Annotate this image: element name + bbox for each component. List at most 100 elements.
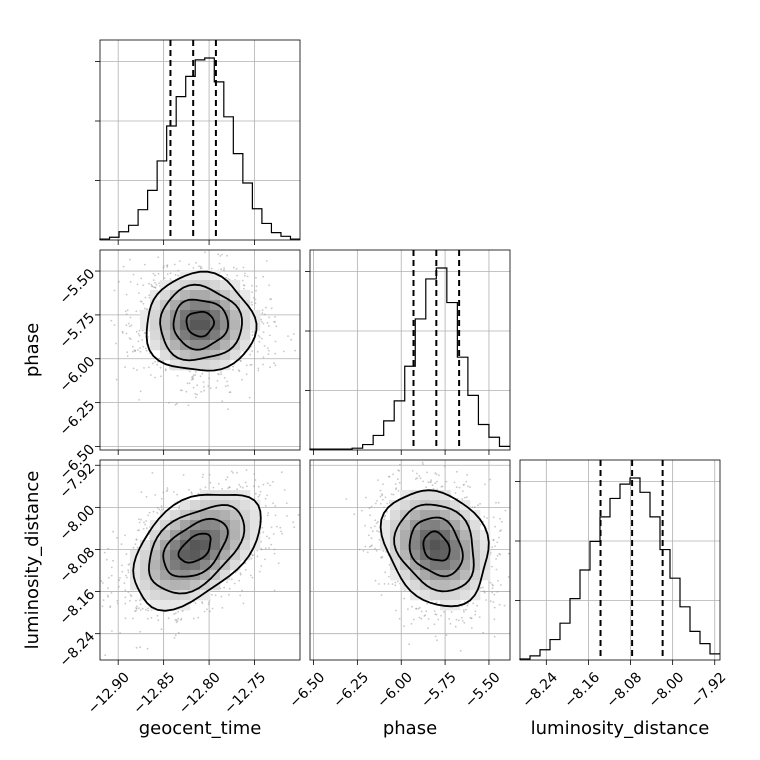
density-cell xyxy=(390,520,401,531)
density-cell xyxy=(170,510,181,521)
scatter-point xyxy=(264,497,267,500)
scatter-point xyxy=(269,484,271,487)
scatter-point xyxy=(227,487,230,489)
scatter-point xyxy=(179,389,182,392)
density-cell xyxy=(470,540,481,551)
scatter-point xyxy=(226,274,229,276)
scatter-point xyxy=(192,377,194,380)
scatter-point xyxy=(416,477,418,480)
scatter-point xyxy=(136,605,139,608)
density-cell xyxy=(180,550,191,561)
density-cell xyxy=(240,520,251,531)
density-cell xyxy=(220,540,231,551)
scatter-point xyxy=(158,282,161,284)
scatter-point xyxy=(144,347,147,350)
scatter-point xyxy=(137,333,140,335)
density-cell xyxy=(190,360,201,371)
density-cell xyxy=(250,310,261,321)
x-axis-label: luminosity_distance xyxy=(531,718,710,739)
scatter-point xyxy=(102,582,104,584)
scatter-point xyxy=(150,616,153,619)
scatter-point xyxy=(463,483,465,486)
density-cell xyxy=(180,520,191,531)
scatter-point xyxy=(251,554,254,557)
scatter-point xyxy=(151,285,154,288)
scatter-point xyxy=(132,617,134,620)
y-tick-label: −6.25 xyxy=(57,398,99,440)
scatter-point xyxy=(225,478,227,481)
scatter-point xyxy=(203,385,205,388)
scatter-point xyxy=(479,502,481,505)
scatter-point xyxy=(139,350,142,353)
scatter-point xyxy=(123,582,126,585)
scatter-point xyxy=(121,330,124,333)
scatter-point xyxy=(486,517,488,519)
density-cell xyxy=(210,330,221,341)
density-cell xyxy=(380,530,391,541)
scatter-point xyxy=(504,509,507,512)
density-cell xyxy=(140,540,151,551)
scatter-point xyxy=(132,273,135,276)
scatter-point xyxy=(489,478,492,481)
density-cell xyxy=(210,530,221,541)
scatter-point xyxy=(248,396,251,399)
scatter-point xyxy=(134,610,137,613)
contour-level-2 xyxy=(147,504,246,595)
density-cell xyxy=(390,510,401,521)
scatter-point xyxy=(489,581,492,584)
scatter-point xyxy=(242,602,245,605)
scatter-point xyxy=(131,350,134,353)
scatter-point xyxy=(426,471,428,474)
scatter-point xyxy=(194,602,197,604)
scatter-point xyxy=(492,601,495,603)
scatter-point xyxy=(507,552,510,555)
density-cell xyxy=(470,550,481,561)
scatter-point xyxy=(107,587,109,590)
scatter-point xyxy=(382,483,384,486)
density-cell xyxy=(450,590,461,601)
scatter-point xyxy=(435,601,438,604)
scatter-point xyxy=(239,573,242,576)
density-cell xyxy=(440,520,451,531)
scatter-point xyxy=(194,374,197,376)
scatter-point xyxy=(276,525,278,528)
scatter-point xyxy=(157,619,160,622)
scatter-point xyxy=(422,480,424,483)
scatter-point xyxy=(185,390,188,393)
scatter-point xyxy=(418,616,421,619)
density-cell xyxy=(470,530,481,541)
scatter-point xyxy=(203,610,206,613)
x-tick-label: −6.50 xyxy=(287,669,329,711)
scatter-point xyxy=(501,520,503,523)
density-cell xyxy=(150,330,161,341)
scatter-point xyxy=(469,486,471,489)
scatter-point xyxy=(210,267,213,270)
density-cell xyxy=(160,290,171,301)
density-cell xyxy=(400,520,411,531)
density-cell xyxy=(190,290,201,301)
scatter-point xyxy=(196,384,199,387)
scatter-point xyxy=(425,610,428,613)
scatter-point xyxy=(129,594,132,596)
scatter-point xyxy=(466,473,468,476)
scatter-point xyxy=(129,316,132,319)
scatter-point xyxy=(386,511,388,513)
scatter-point xyxy=(195,396,197,399)
scatter-point xyxy=(126,576,128,579)
scatter-point xyxy=(290,338,292,341)
scatter-point xyxy=(274,321,276,323)
scatter-point xyxy=(105,558,108,561)
scatter-point xyxy=(388,575,390,578)
scatter-point xyxy=(498,536,500,539)
scatter-point xyxy=(483,516,486,518)
density-cell xyxy=(250,320,261,331)
density-cell xyxy=(430,560,441,571)
scatter-point xyxy=(265,260,268,262)
density-cell xyxy=(240,310,251,321)
scatter-point xyxy=(119,632,121,634)
density-cell xyxy=(200,340,211,351)
scatter-point xyxy=(391,583,394,585)
scatter-point xyxy=(146,647,149,650)
scatter-point xyxy=(273,589,276,592)
scatter-point xyxy=(129,338,132,340)
